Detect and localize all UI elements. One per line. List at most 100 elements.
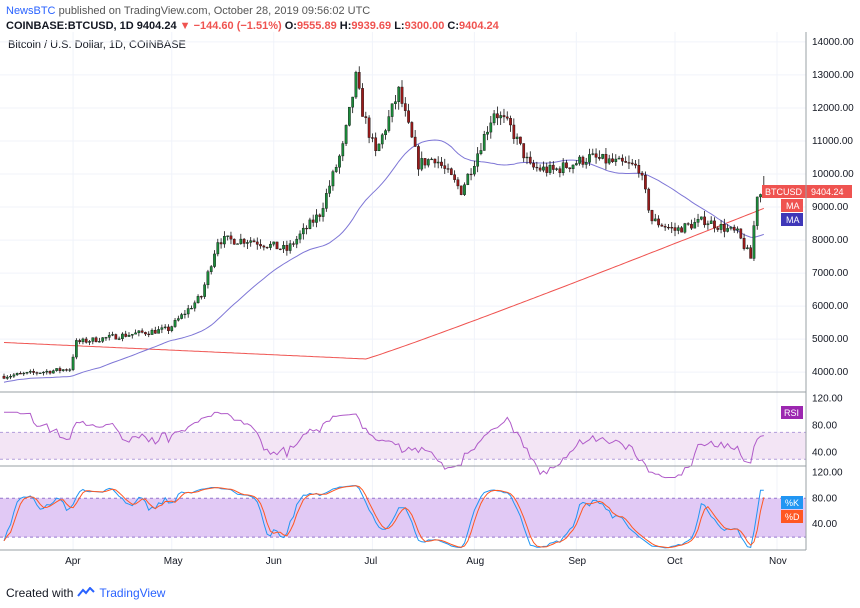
candle-body [252,240,256,243]
high-label: H: [339,20,352,32]
candle-body [515,136,519,139]
chart-title: Bitcoin / U.S. Dollar, 1D, COINBASE [8,39,186,51]
candle-body [223,236,226,245]
candle-body [443,165,447,169]
candle-body [354,72,358,98]
candle-body [736,228,739,231]
candle-body [81,338,85,343]
candle-body [35,372,39,374]
stoch-d-tag: %D [785,512,800,522]
candle-body [315,214,318,223]
candle-body [482,133,486,151]
candle-body [117,338,121,340]
candle-body [305,227,308,230]
candle-body [348,106,351,126]
candle-body [627,162,631,164]
candle-body [594,153,598,158]
rsi-tick-label: 120.00 [812,394,843,405]
candle-body [321,208,325,217]
candle-body [380,134,384,145]
candle-body [459,185,463,195]
chart-header: NewsBTC published on TradingView.com, Oc… [6,4,856,34]
close-value: 9404.24 [459,20,499,32]
candle-body [150,329,154,335]
low-value: 9300.00 [404,20,445,32]
candle-body [84,338,88,343]
candle-body [522,143,526,159]
ma-slow-tag: MA [786,201,800,211]
candle-body [683,223,687,233]
candle-body [496,113,499,119]
price-pane[interactable]: Bitcoin / U.S. Dollar, 1D, COINBASE 4000… [0,32,854,550]
candle-body [394,101,397,104]
stoch-k-tag: %K [785,498,799,508]
candle-body [278,248,282,250]
candle-body [413,136,417,147]
candle-body [351,96,355,108]
candle-body [739,228,743,239]
time-tick-label: Oct [667,556,683,567]
candle-body [262,245,266,248]
candle-body [75,340,78,358]
tradingview-link[interactable]: TradingView [99,586,166,600]
candle-body [637,165,641,174]
candle-body [318,214,322,217]
candle-body [134,332,137,335]
candle-body [686,223,690,225]
candle-body [479,150,483,154]
moving-averages [3,139,764,383]
stochastic-pane[interactable]: 40.00 80.00 120.00 %K %D [0,465,843,549]
candle-body [94,337,98,343]
candle-body [716,227,720,230]
candle-body [621,157,624,162]
candle-body [364,116,368,119]
candle-body [98,341,101,343]
candle-body [111,334,114,336]
candle-body [209,266,213,272]
candle-body [489,122,493,133]
open-label: O: [284,20,297,32]
candle-body [183,313,187,315]
stoch-tick-label: 80.00 [812,493,837,504]
price-chart[interactable]: Bitcoin / U.S. Dollar, 1D, COINBASE 4000… [0,32,860,584]
candle-body [673,227,677,231]
last-price-value-bg [808,185,852,198]
candle-body [186,308,190,315]
stoch-axis[interactable]: 40.00 80.00 120.00 [812,467,843,530]
candle-body [176,318,180,321]
candle-body [755,196,759,226]
rsi-pane[interactable]: 40.00 80.00 120.00 RSI [0,391,843,479]
candle-body [545,166,549,173]
stoch-band [0,498,806,538]
candle-body [410,122,414,138]
time-tick-label: May [164,556,183,567]
candle-body [650,209,654,222]
stoch-d-line [3,485,765,549]
candle-body [163,326,167,328]
candle-body [51,370,55,374]
candle-body [19,373,22,375]
candle-body [551,164,555,170]
candle-body [505,116,509,119]
candle-body [38,372,42,374]
candle-body [341,143,345,157]
candle-body [430,158,433,161]
price-tick-label: 7000.00 [812,268,849,279]
price-axis[interactable]: 4000.00 5000.00 6000.00 7000.00 8000.00 9000.… [812,37,854,378]
candle-body [91,337,95,342]
price-tick-label: 9000.00 [812,202,849,213]
candle-body [147,333,151,335]
candle-body [367,117,371,138]
candle-body [282,245,285,250]
candle-body [647,188,651,211]
rsi-axis[interactable]: 40.00 80.00 120.00 [812,394,843,459]
author-link[interactable]: NewsBTC [6,5,56,17]
time-tick-label: Jun [266,556,282,567]
stoch-k-tag-bg [781,496,803,509]
symbol-label: COINBASE:BTCUSD, 1D [6,20,134,32]
candle-body [719,224,723,230]
candle-body [269,243,272,248]
price-tick-label: 5000.00 [812,334,849,345]
time-axis[interactable]: Apr May Jun Jul Aug Sep Oct Nov [0,549,806,567]
candle-body [456,179,460,187]
